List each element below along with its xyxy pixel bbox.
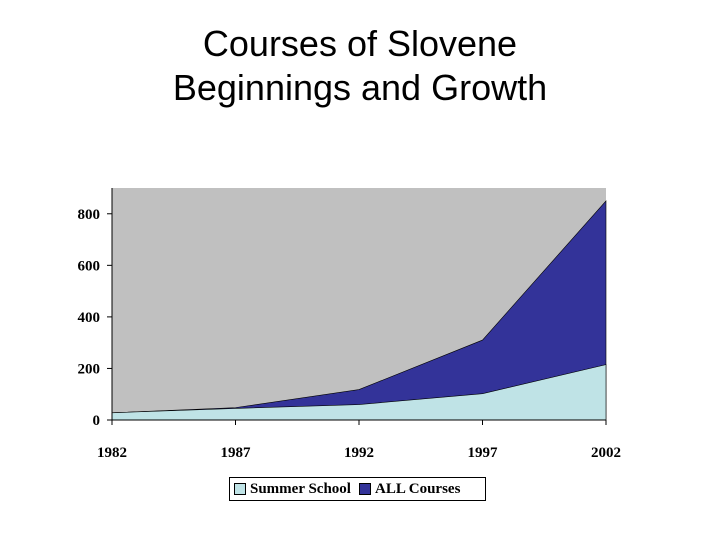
x-tick-label: 2002 xyxy=(591,445,621,461)
legend-label-all-courses: ALL Courses xyxy=(374,480,461,497)
legend-swatch-summer-school xyxy=(234,483,246,495)
legend-swatch-all-courses xyxy=(358,483,371,495)
y-tick-label: 400 xyxy=(78,310,101,326)
legend-item-all-courses: ALL Courses xyxy=(358,480,461,498)
area-summer-school xyxy=(111,364,607,421)
y-tick-label: 200 xyxy=(78,361,101,377)
y-tick-labels: 0 200 400 600 800 xyxy=(78,207,112,429)
legend-item-summer-school: Summer School xyxy=(234,481,351,498)
legend: Summer School ALL Courses xyxy=(229,477,486,501)
chart-title-line2: Beginnings and Growth xyxy=(172,67,548,108)
y-tick-label: 800 xyxy=(78,207,101,223)
x-tick-label: 1987 xyxy=(221,445,252,461)
y-tick-label: 0 xyxy=(93,413,101,429)
chart-title: Courses of Slovene Beginnings and Growth xyxy=(0,22,720,110)
legend-label-summer-school: Summer School xyxy=(250,480,351,497)
y-tick-label: 600 xyxy=(78,258,101,274)
x-tick-label: 1997 xyxy=(468,445,499,461)
x-tick-label: 1992 xyxy=(344,445,374,461)
series-areas xyxy=(111,200,607,421)
chart-title-line1: Courses of Slovene xyxy=(202,23,518,64)
x-tick-label: 1982 xyxy=(97,445,127,461)
x-tick-labels: 1982 1987 1992 1997 2002 xyxy=(97,420,621,461)
